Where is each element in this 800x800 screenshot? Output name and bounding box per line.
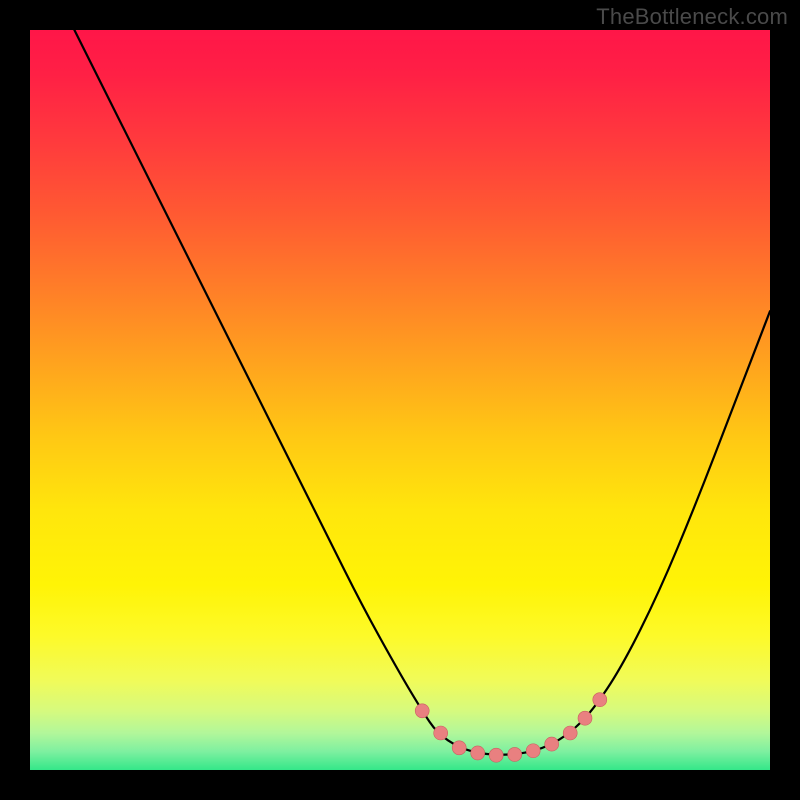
curve-marker xyxy=(434,726,448,740)
curve-marker xyxy=(593,693,607,707)
curve-marker xyxy=(545,737,559,751)
curve-marker xyxy=(452,741,466,755)
curve-marker xyxy=(578,711,592,725)
curve-marker xyxy=(508,747,522,761)
bottleneck-chart xyxy=(0,0,800,800)
curve-marker xyxy=(563,726,577,740)
curve-marker xyxy=(526,744,540,758)
plot-background xyxy=(30,30,770,770)
watermark-text: TheBottleneck.com xyxy=(596,4,788,30)
curve-marker xyxy=(415,704,429,718)
curve-marker xyxy=(489,748,503,762)
curve-marker xyxy=(471,746,485,760)
chart-container: TheBottleneck.com xyxy=(0,0,800,800)
